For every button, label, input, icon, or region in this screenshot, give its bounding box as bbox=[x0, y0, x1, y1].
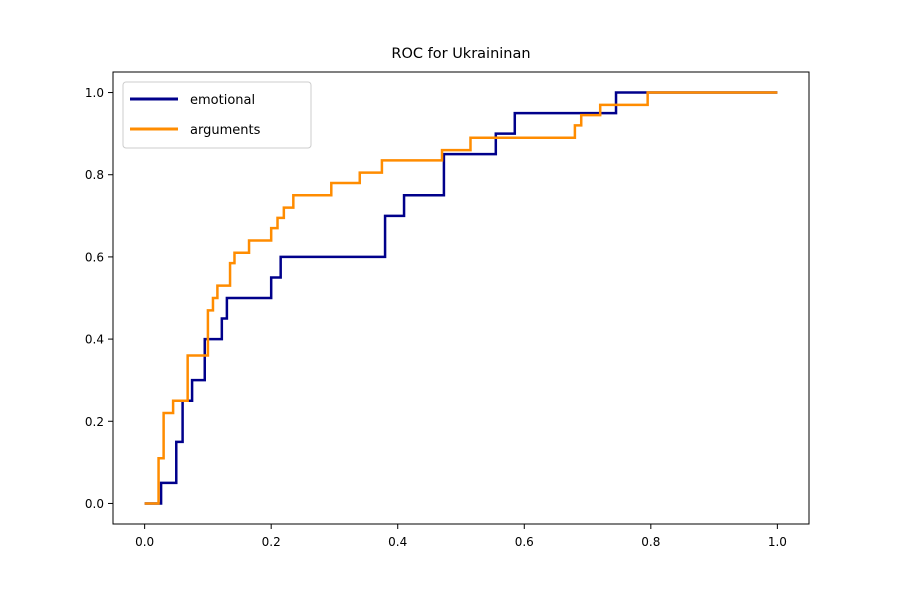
x-tick-label: 0.4 bbox=[388, 535, 407, 549]
x-tick-label: 0.8 bbox=[641, 535, 660, 549]
x-tick-label: 0.0 bbox=[135, 535, 154, 549]
x-axis: 0.0 0.2 0.4 0.6 0.8 1.0 bbox=[135, 524, 787, 549]
y-tick-label: 0.2 bbox=[85, 415, 104, 429]
legend-box bbox=[122, 81, 312, 149]
x-tick-label: 1.0 bbox=[768, 535, 787, 549]
legend-label-arguments: arguments bbox=[190, 123, 261, 138]
y-tick-label: 1.0 bbox=[85, 86, 104, 100]
y-tick-label: 0.6 bbox=[85, 250, 104, 264]
series-lines bbox=[144, 91, 778, 505]
series-line-arguments bbox=[144, 91, 778, 505]
series-line-emotional bbox=[144, 91, 778, 505]
y-tick-label: 0.8 bbox=[85, 168, 104, 182]
y-axis: 0.0 0.2 0.4 0.6 0.8 1.0 bbox=[85, 86, 113, 511]
y-tick-label: 0.4 bbox=[85, 333, 104, 347]
x-tick-label: 0.6 bbox=[515, 535, 534, 549]
chart-title: ROC for Ukraininan bbox=[391, 46, 530, 62]
x-tick-label: 0.2 bbox=[262, 535, 281, 549]
legend: emotional arguments bbox=[122, 81, 312, 149]
legend-label-emotional: emotional bbox=[190, 93, 255, 108]
y-tick-label: 0.0 bbox=[85, 497, 104, 511]
